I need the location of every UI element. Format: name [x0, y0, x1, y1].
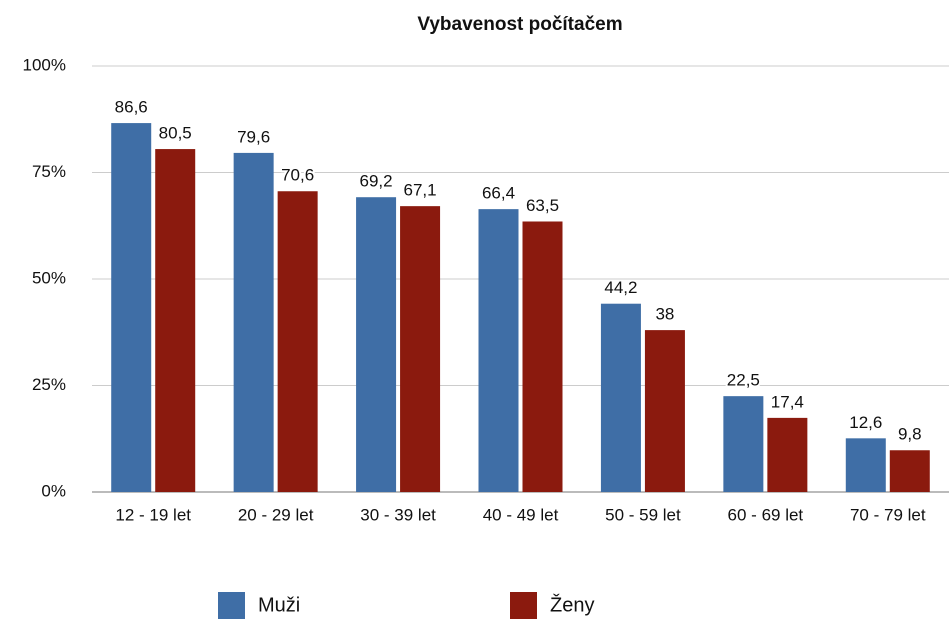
bar: [723, 396, 764, 492]
value-label: 38: [655, 305, 674, 324]
bar: [155, 149, 196, 492]
bar: [600, 303, 641, 492]
value-label: 12,6: [849, 413, 882, 432]
value-label: 9,8: [898, 425, 922, 444]
value-label: 63,5: [526, 196, 559, 215]
value-label: 70,6: [281, 166, 314, 185]
value-label: 69,2: [360, 172, 393, 191]
x-tick-label: 60 - 69 let: [728, 505, 804, 524]
bar: [233, 152, 274, 493]
value-label: 86,6: [115, 98, 148, 117]
value-label: 79,6: [237, 127, 270, 146]
bar: [400, 206, 441, 493]
value-label: 66,4: [482, 184, 515, 203]
bar: [356, 197, 397, 492]
x-tick-label: 70 - 79 let: [850, 505, 926, 524]
bar: [111, 123, 152, 493]
bar: [644, 330, 685, 492]
x-tick-label: 12 - 19 let: [115, 505, 191, 524]
bar: [889, 450, 930, 492]
y-tick-label: 0%: [41, 481, 66, 500]
x-tick-label: 50 - 59 let: [605, 505, 681, 524]
x-tick-label: 30 - 39 let: [360, 505, 436, 524]
x-tick-label: 20 - 29 let: [238, 505, 314, 524]
legend-swatch: [218, 592, 245, 619]
value-label: 80,5: [159, 124, 192, 143]
y-tick-label: 50%: [32, 268, 66, 287]
value-label: 44,2: [604, 278, 637, 297]
value-label: 17,4: [771, 392, 804, 411]
legend-label: Muži: [258, 594, 300, 616]
chart-title: Vybavenost počítačem: [417, 14, 622, 35]
y-tick-label: 75%: [32, 162, 66, 181]
value-label: 67,1: [404, 181, 437, 200]
legend-swatch: [510, 592, 537, 619]
y-tick-label: 25%: [32, 375, 66, 394]
bar: [277, 191, 318, 492]
bar: [522, 221, 563, 493]
legend-label: Ženy: [550, 593, 594, 616]
value-label: 22,5: [727, 371, 760, 390]
x-tick-label: 40 - 49 let: [483, 505, 559, 524]
y-tick-label: 100%: [23, 55, 66, 74]
bar: [845, 438, 886, 492]
bar: [767, 417, 808, 492]
bar: [478, 209, 519, 493]
